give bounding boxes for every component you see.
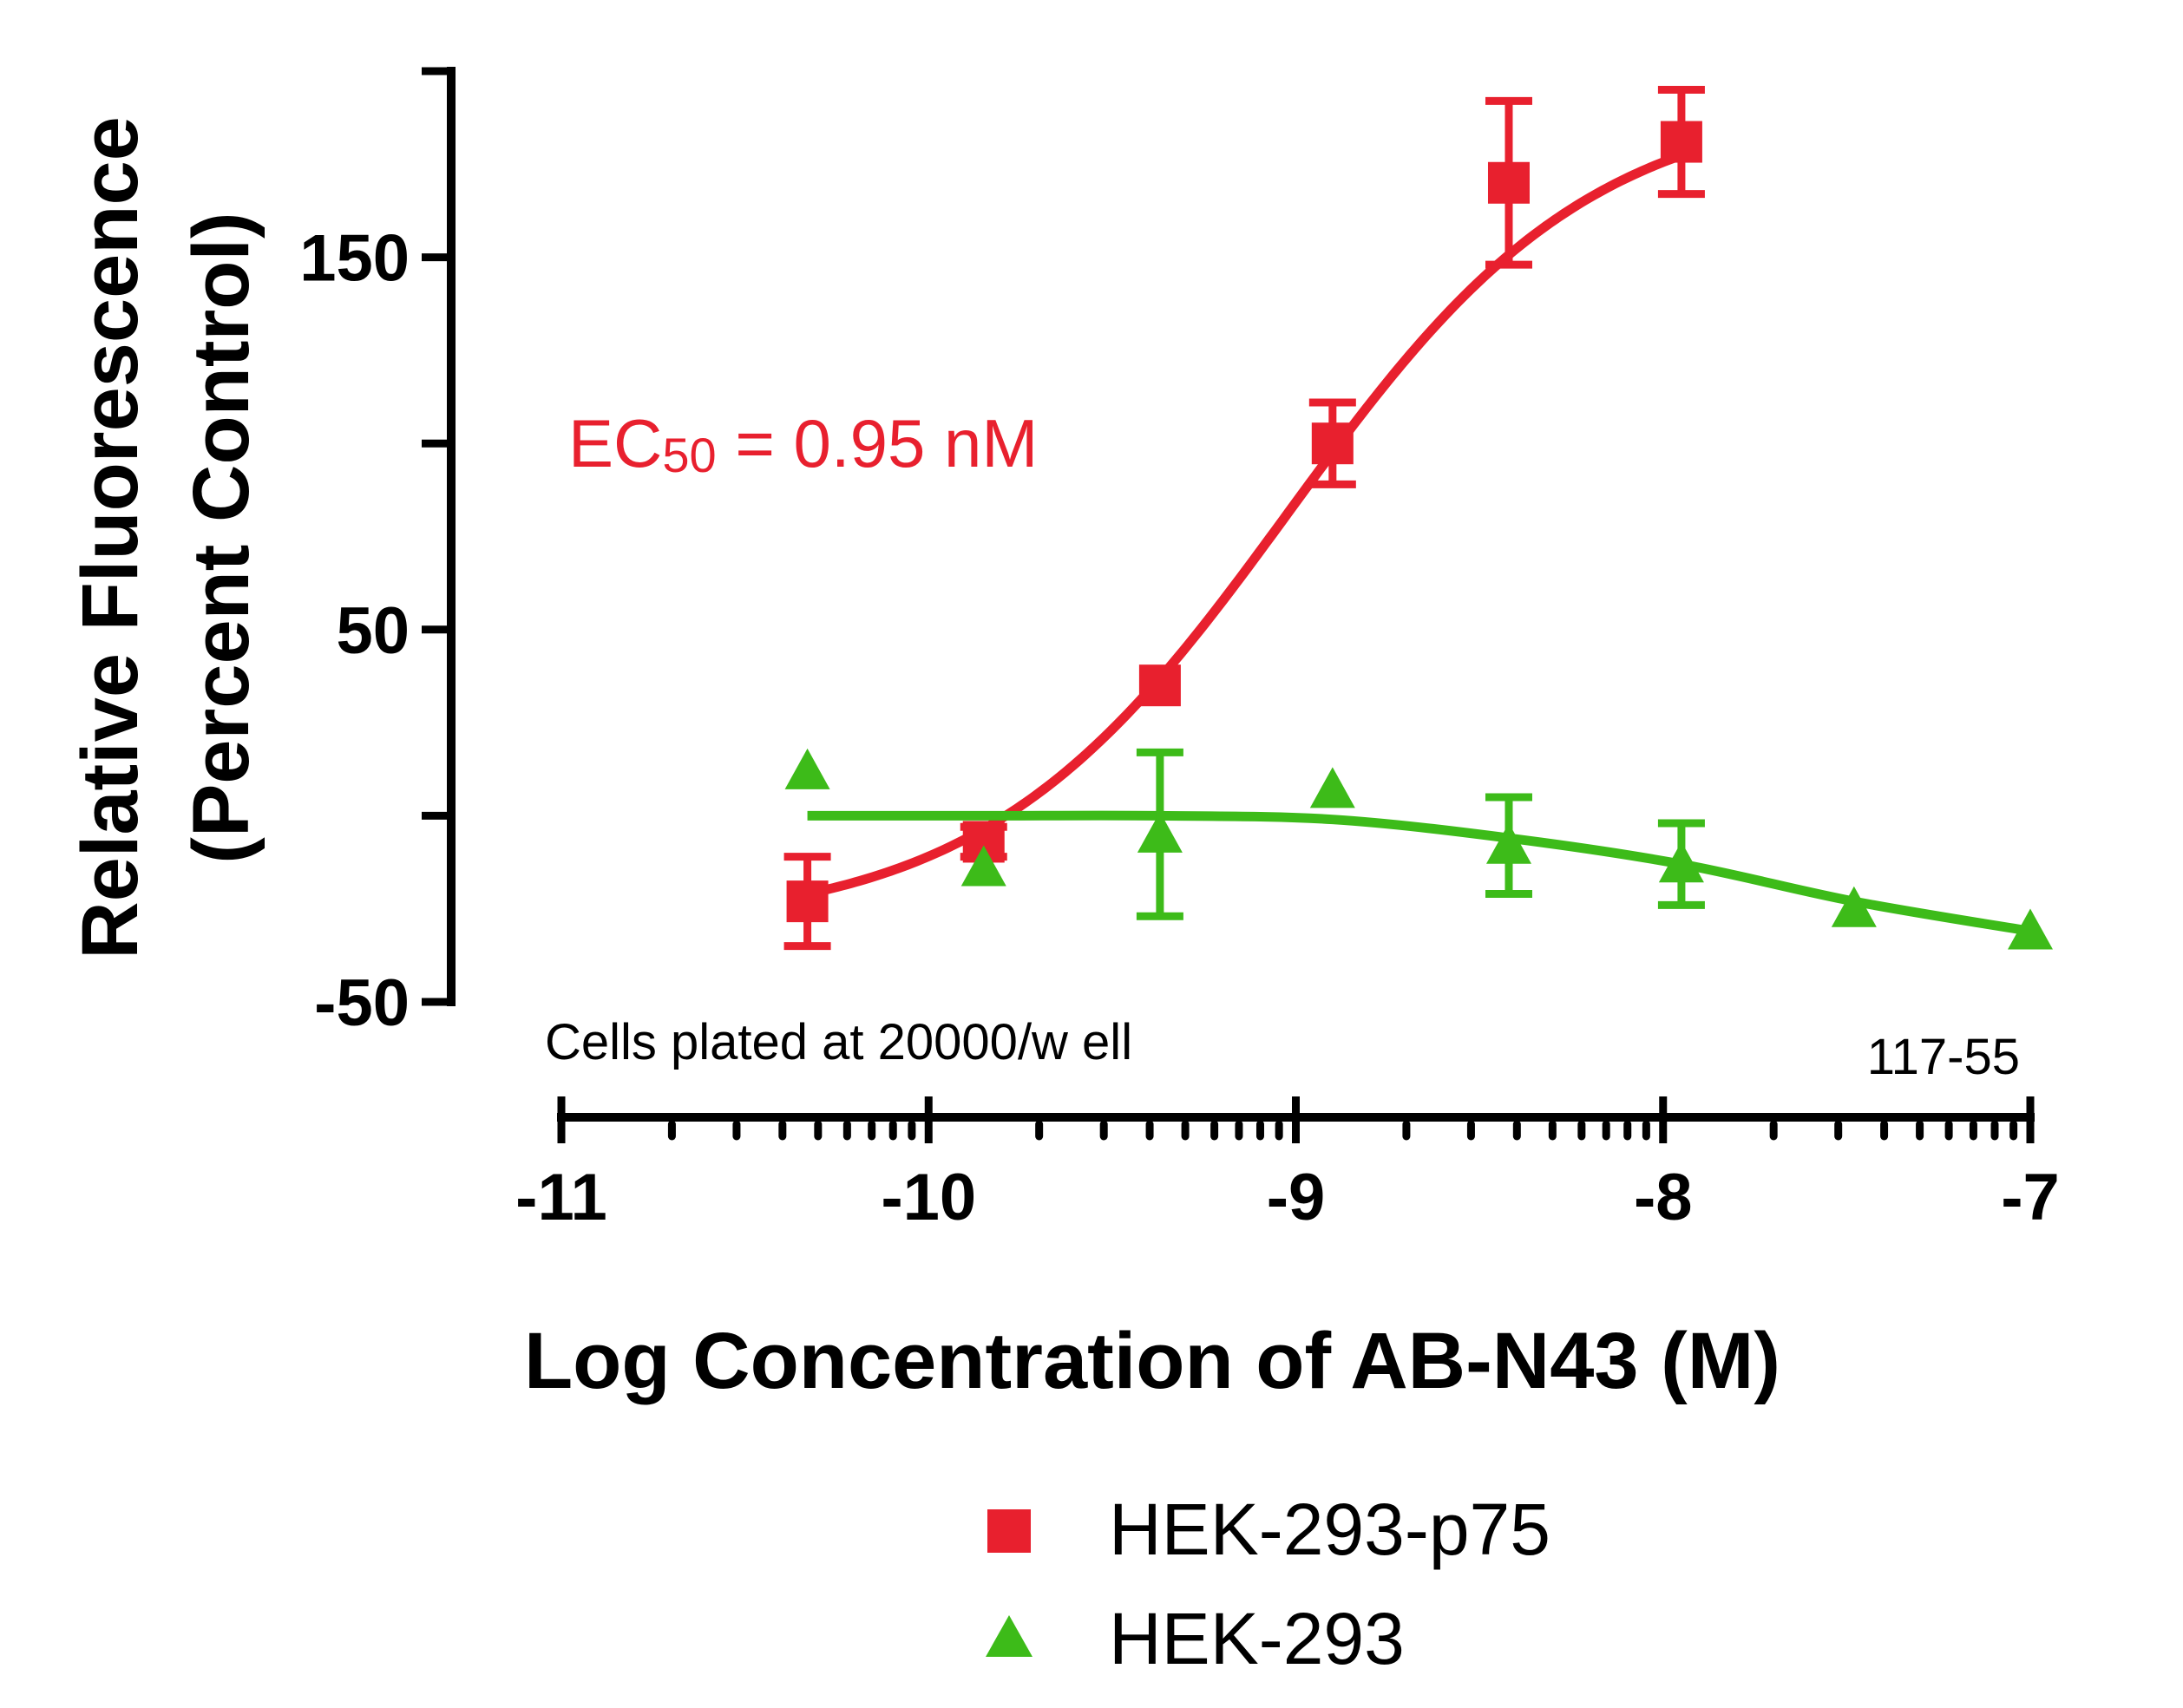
- y-ticks: -50 50 150: [299, 67, 451, 1040]
- x-tick-label: -9: [1267, 1161, 1326, 1234]
- plate-id: 117-55: [1867, 1029, 2020, 1085]
- y-tick-label: -50: [314, 966, 410, 1040]
- legend-label-hek-293-p75: HEK-293-p75: [1109, 1489, 1550, 1570]
- y-axis: -50 50 150: [299, 67, 456, 1040]
- y-tick-label: 50: [336, 594, 410, 668]
- data-point: [1831, 886, 1877, 927]
- data-point: [1137, 811, 1183, 853]
- x-tick-label: -7: [2001, 1161, 2060, 1234]
- legend-marker-hek-293-p75: [987, 1509, 1031, 1553]
- x-tick-label: -8: [1634, 1161, 1693, 1234]
- series-hek-293-p75: [783, 85, 1705, 951]
- ec50-annotation: EC50 = 0.95 nM: [568, 405, 1038, 482]
- x-ticks: -11 -10 -9 -8 -7: [515, 1096, 2060, 1234]
- ec50-prefix: EC: [568, 405, 662, 481]
- data-point: [2008, 908, 2053, 950]
- data-point: [1660, 121, 1702, 163]
- data-point: [1311, 422, 1354, 465]
- x-tick-label: -11: [515, 1161, 607, 1234]
- fit-curve: [807, 810, 2031, 936]
- ec50-value: = 0.95 nM: [717, 405, 1039, 481]
- y-tick-label: 150: [299, 222, 410, 296]
- data-point: [784, 748, 830, 789]
- legend: HEK-293-p75 HEK-293: [986, 1489, 1550, 1679]
- x-tick-label: -10: [881, 1161, 976, 1234]
- data-point: [786, 880, 829, 923]
- plot-area: [783, 85, 2053, 951]
- cells-note: Cells plated at 20000/w ell: [545, 1014, 1132, 1070]
- y-axis-title-line1: Relative Fluorescence: [66, 116, 154, 959]
- data-point: [960, 845, 1006, 887]
- x-axis: -11 -10 -9 -8 -7: [515, 1096, 2060, 1234]
- ec50-subscript: 50: [662, 428, 716, 482]
- legend-label-hek-293: HEK-293: [1109, 1598, 1405, 1679]
- data-point: [1658, 841, 1704, 883]
- data-point: [1485, 822, 1531, 864]
- fit-curve: [806, 150, 1683, 899]
- y-axis-title-line2: (Percent Control): [177, 212, 266, 863]
- legend-marker-hek-293: [986, 1615, 1032, 1657]
- data-point: [1138, 664, 1181, 707]
- data-point: [1487, 161, 1530, 204]
- x-axis-title: Log Concentration of AB-N43 (M): [524, 1317, 1780, 1405]
- series-hek-293: [784, 748, 2053, 950]
- data-point: [1309, 767, 1355, 808]
